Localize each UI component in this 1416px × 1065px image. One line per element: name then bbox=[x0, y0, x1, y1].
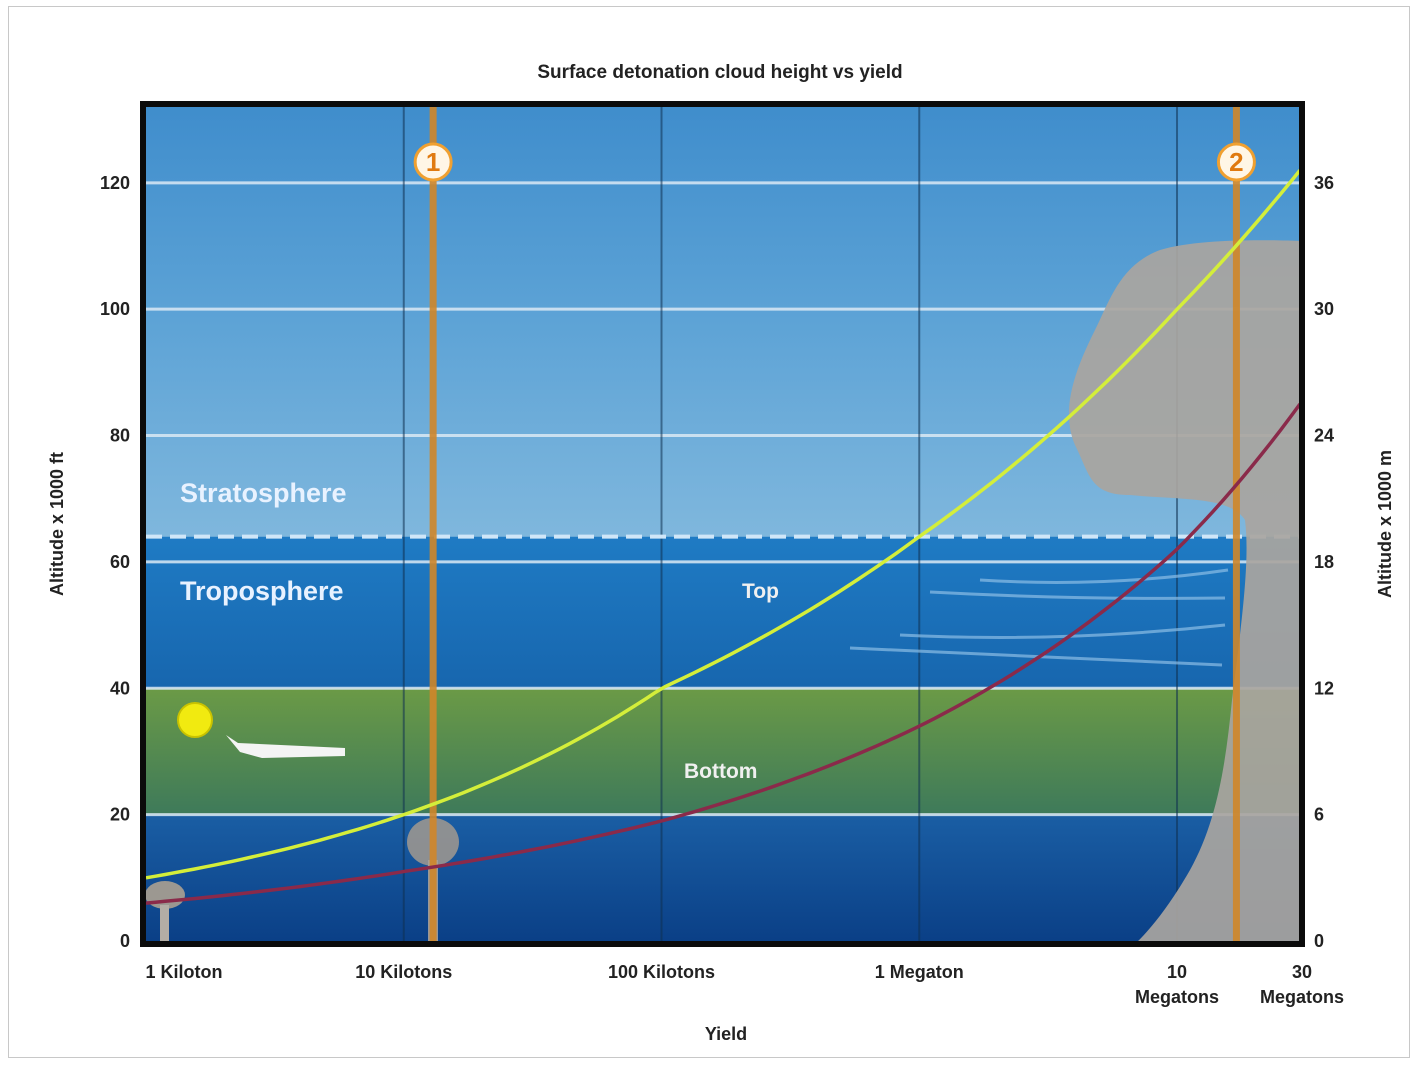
x-tick-label: 1 Kiloton bbox=[146, 962, 223, 982]
y-left-tick-label: 0 bbox=[120, 931, 130, 951]
wind-streak bbox=[849, 646, 1223, 667]
wind-streak bbox=[929, 590, 1226, 600]
wind-streak bbox=[979, 568, 1229, 584]
x-axis-ticks: 1 Kiloton 10 Kilotons 100 Kilotons 1 Megato… bbox=[146, 962, 1345, 1007]
y-left-tick-label: 20 bbox=[110, 805, 130, 825]
marker-badge-1 bbox=[413, 142, 453, 182]
series-layer bbox=[145, 169, 1302, 905]
sun-icon bbox=[177, 702, 213, 738]
series-line-top bbox=[145, 169, 1302, 880]
y-right-tick-label: 24 bbox=[1314, 426, 1334, 446]
stratosphere-label: Stratosphere bbox=[180, 478, 347, 508]
marker-badge-2 bbox=[1216, 142, 1256, 182]
x-axis-label: Yield bbox=[705, 1024, 747, 1044]
y-left-tick-label: 120 bbox=[100, 173, 130, 193]
illustration-layer bbox=[145, 107, 1302, 944]
gridlines bbox=[146, 107, 1300, 941]
airplane-icon bbox=[226, 735, 345, 758]
troposphere-band bbox=[143, 536, 1302, 689]
tiny-cloud-illustration bbox=[145, 881, 185, 909]
y-axis-right-label: Altitude x 1000 m bbox=[1375, 450, 1395, 598]
y-right-tick-label: 12 bbox=[1314, 678, 1334, 698]
bottom-curve-label: Bottom bbox=[684, 760, 757, 783]
y-axis-left-ticks: 0 20 40 60 80 100 120 bbox=[100, 173, 130, 951]
y-right-tick-label: 0 bbox=[1314, 931, 1324, 951]
marker-label-1: 1 bbox=[426, 147, 440, 177]
y-axis-left-label: Altitude x 1000 ft bbox=[47, 452, 67, 596]
wind-streak bbox=[899, 623, 1226, 639]
region-labels: Stratosphere Troposphere Top Bottom 1 2 bbox=[180, 142, 1256, 783]
y-left-tick-label: 100 bbox=[100, 299, 130, 319]
y-right-tick-label: 18 bbox=[1314, 552, 1334, 572]
y-right-tick-label: 36 bbox=[1314, 173, 1334, 193]
y-right-tick-label: 6 bbox=[1314, 805, 1324, 825]
top-curve-label: Top bbox=[742, 580, 779, 603]
plot-background bbox=[143, 104, 1302, 944]
x-tick-label: Megatons bbox=[1260, 987, 1344, 1007]
x-tick-label: 10 Kilotons bbox=[355, 962, 452, 982]
x-tick-label: 100 Kilotons bbox=[608, 962, 715, 982]
y-left-tick-label: 80 bbox=[110, 426, 130, 446]
x-tick-label: 1 Megaton bbox=[875, 962, 964, 982]
tiny-cloud-stem bbox=[160, 905, 169, 943]
chart-title: Surface detonation cloud height vs yield bbox=[537, 62, 902, 83]
y-left-tick-label: 60 bbox=[110, 552, 130, 572]
mushroom-cloud-illustration bbox=[1068, 240, 1302, 944]
y-left-tick-label: 40 bbox=[110, 678, 130, 698]
plot-border bbox=[140, 101, 1305, 947]
marker-label-2: 2 bbox=[1229, 147, 1243, 177]
y-axis-right-ticks: 0 6 12 18 24 30 36 bbox=[1314, 173, 1334, 951]
troposphere-label: Troposphere bbox=[180, 576, 344, 606]
y-right-tick-label: 30 bbox=[1314, 299, 1334, 319]
x-tick-label: 30 bbox=[1292, 962, 1312, 982]
series-line-bottom bbox=[145, 402, 1302, 905]
x-tick-label: 10 bbox=[1167, 962, 1187, 982]
lower-atmosphere-band bbox=[143, 814, 1302, 944]
x-tick-label: Megatons bbox=[1135, 987, 1219, 1007]
